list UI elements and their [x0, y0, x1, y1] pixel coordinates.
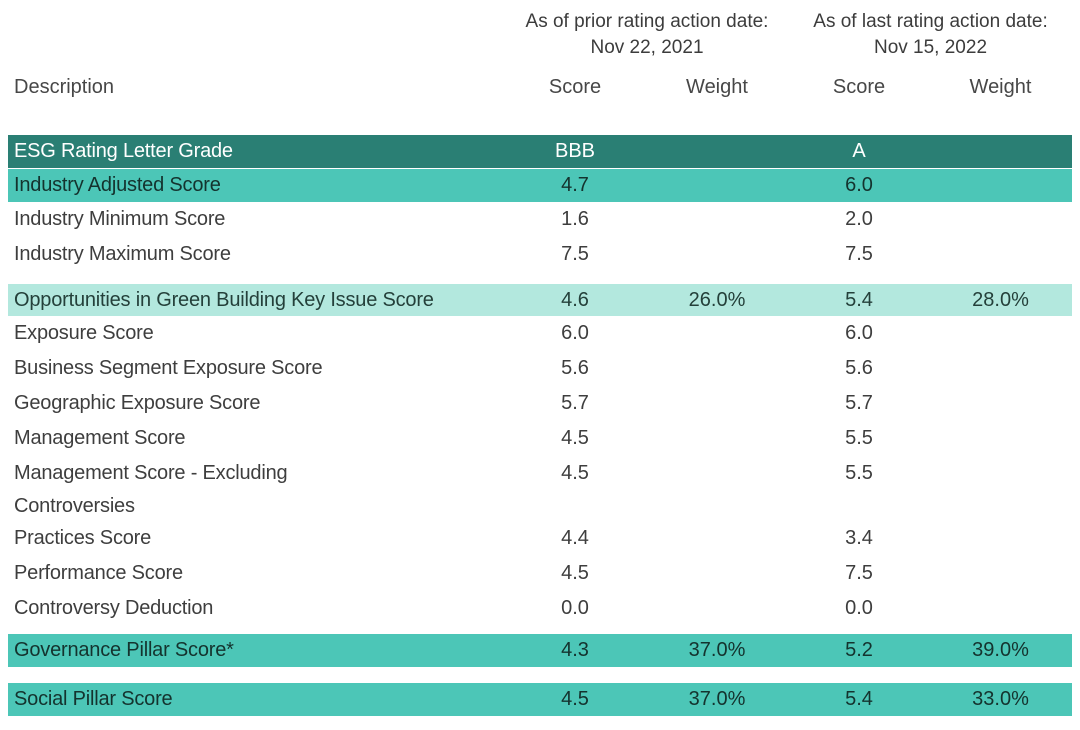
column-labels-row: Description Score Weight Score Weight [8, 72, 1072, 102]
row-prior-score: 4.4 [561, 527, 589, 549]
row-prior-score: 4.5 [561, 462, 589, 484]
row-last-score: 5.5 [845, 462, 873, 484]
row-last-weight: 39.0% [972, 639, 1029, 661]
last-rating-caption: As of last rating action date: [813, 11, 1048, 32]
section-spacer [8, 667, 1072, 683]
row-label: Opportunities in Green Building Key Issu… [14, 288, 434, 311]
last-rating-date: Nov 15, 2022 [873, 37, 988, 58]
row-last-score: 7.5 [845, 243, 873, 265]
table-header: As of prior rating action date: Nov 22, … [8, 0, 1072, 102]
row-prior-score: BBB [554, 140, 596, 162]
table-row-geographic-exposure-score: Geographic Exposure Score 5.7 5.7 [8, 386, 1072, 421]
row-label: Social Pillar Score [14, 688, 173, 710]
prior-score-column-label: Score [548, 75, 602, 98]
row-last-score: 7.5 [845, 562, 873, 584]
prior-weight-column-label: Weight [686, 75, 748, 98]
row-prior-weight [645, 456, 789, 457]
row-last-weight [929, 456, 1072, 457]
rating-date-headers: As of prior rating action date: Nov 22, … [8, 0, 1072, 61]
row-label: Industry Adjusted Score [14, 174, 221, 196]
row-prior-score: 1.6 [561, 208, 589, 230]
row-last-score: 0.0 [845, 597, 873, 619]
row-prior-score: 5.6 [561, 357, 589, 379]
description-column-label: Description [14, 75, 115, 98]
row-label: Performance Score [14, 562, 183, 584]
row-label: Governance Pillar Score* [14, 639, 234, 661]
prior-rating-date-header: As of prior rating action date: Nov 22, … [505, 9, 789, 61]
row-prior-weight: 37.0% [688, 688, 746, 710]
table-row-social-pillar-score: Social Pillar Score 4.5 37.0% 5.4 33.0% [8, 683, 1072, 716]
row-label: Exposure Score [14, 322, 154, 344]
row-last-score: 5.5 [845, 427, 873, 449]
row-label: Practices Score [14, 527, 152, 549]
row-last-score: A [852, 140, 866, 162]
row-last-score: 3.4 [845, 527, 873, 549]
section-spacer [8, 272, 1072, 284]
row-prior-score: 0.0 [561, 597, 589, 619]
table-row-industry-minimum-score: Industry Minimum Score 1.6 2.0 [8, 202, 1072, 237]
row-last-score: 5.7 [845, 392, 873, 414]
table-row-exposure-score: Exposure Score 6.0 6.0 [8, 316, 1072, 351]
row-prior-score: 4.5 [561, 427, 589, 449]
prior-rating-date: Nov 22, 2021 [590, 37, 704, 58]
row-prior-score: 4.6 [561, 288, 589, 311]
row-label: Controversy Deduction [14, 597, 214, 619]
row-last-score: 6.0 [845, 174, 873, 196]
row-last-weight: 28.0% [972, 288, 1029, 311]
row-prior-score: 4.7 [561, 174, 589, 196]
esg-scores-table: ESG Rating Letter Grade BBB A Industry A… [8, 135, 1072, 716]
row-label: Business Segment Exposure Score [14, 357, 323, 379]
row-last-score: 5.4 [845, 688, 873, 710]
row-label: Industry Minimum Score [14, 208, 226, 230]
prior-rating-caption: As of prior rating action date: [525, 11, 769, 32]
row-prior-score: 4.5 [561, 562, 589, 584]
table-row-management-score-excluding-controversies: Management Score - Excluding Controversi… [8, 456, 1072, 521]
row-label: Industry Maximum Score [14, 243, 231, 265]
row-prior-weight: 37.0% [688, 639, 746, 661]
table-row-performance-score: Performance Score 4.5 7.5 [8, 556, 1072, 591]
table-row-management-score: Management Score 4.5 5.5 [8, 421, 1072, 456]
last-weight-column-label: Weight [969, 75, 1032, 98]
row-last-score: 2.0 [845, 208, 873, 230]
table-row-industry-adjusted-score: Industry Adjusted Score 4.7 6.0 [8, 169, 1072, 202]
table-row-esg-rating-letter-grade: ESG Rating Letter Grade BBB A [8, 135, 1072, 168]
row-prior-score: 5.7 [561, 392, 589, 414]
row-label: Management Score [14, 427, 186, 449]
row-label: ESG Rating Letter Grade [14, 140, 233, 162]
row-last-weight: 33.0% [972, 688, 1029, 710]
table-row-green-building-key-issue-score: Opportunities in Green Building Key Issu… [8, 284, 1072, 316]
row-prior-score: 6.0 [561, 322, 589, 344]
row-last-score: 5.4 [845, 288, 873, 311]
row-last-score: 5.6 [845, 357, 873, 379]
section-spacer [8, 626, 1072, 634]
row-label: Management Score - Excluding Controversi… [14, 462, 288, 517]
row-last-score: 5.2 [845, 639, 873, 661]
table-row-business-segment-exposure-score: Business Segment Exposure Score 5.6 5.6 [8, 351, 1072, 386]
table-row-practices-score: Practices Score 4.4 3.4 [8, 521, 1072, 556]
last-rating-date-header: As of last rating action date: Nov 15, 2… [789, 9, 1072, 61]
last-score-column-label: Score [832, 75, 886, 98]
date-header-spacer [8, 9, 505, 61]
row-prior-score: 4.5 [561, 688, 589, 710]
row-label: Geographic Exposure Score [14, 392, 261, 414]
table-row-industry-maximum-score: Industry Maximum Score 7.5 7.5 [8, 237, 1072, 272]
table-row-governance-pillar-score: Governance Pillar Score* 4.3 37.0% 5.2 3… [8, 634, 1072, 667]
row-prior-score: 4.3 [561, 639, 589, 661]
row-prior-weight: 26.0% [688, 288, 746, 311]
row-prior-score: 7.5 [561, 243, 589, 265]
row-last-score: 6.0 [845, 322, 873, 344]
table-row-controversy-deduction: Controversy Deduction 0.0 0.0 [8, 591, 1072, 626]
